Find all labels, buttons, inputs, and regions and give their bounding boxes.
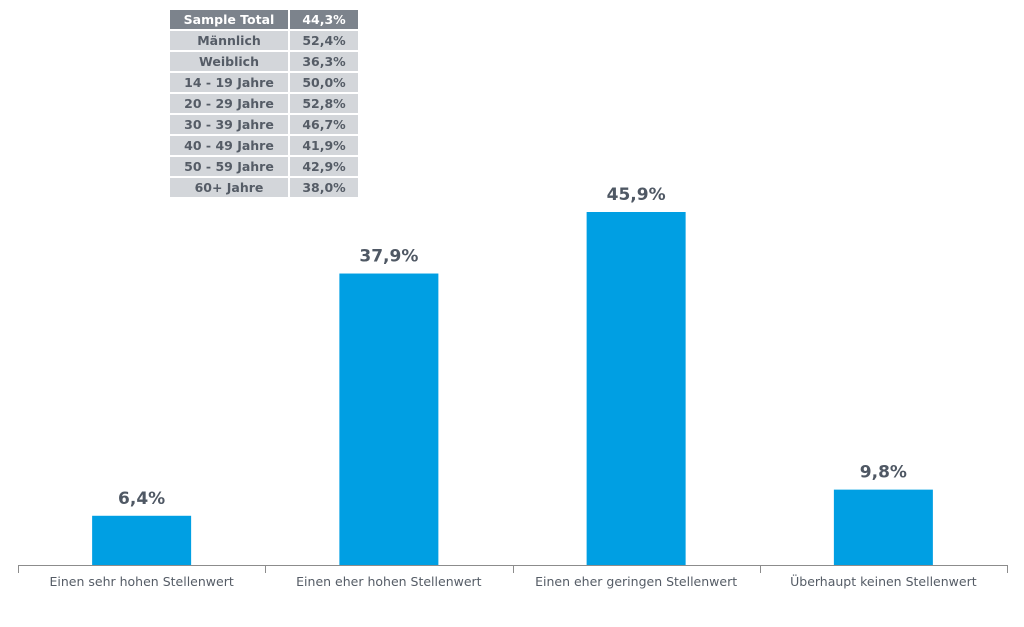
bar-value-label: 45,9% [607, 185, 666, 205]
category-label: Einen eher hohen Stellenwert [296, 574, 482, 589]
table-row: 50 - 59 Jahre 42,9% [170, 157, 358, 176]
table-row-value: 36,3% [290, 52, 358, 71]
bar-value-label: 37,9% [359, 247, 418, 267]
table-row-label: 40 - 49 Jahre [170, 136, 288, 155]
table-row: 30 - 39 Jahre 46,7% [170, 115, 358, 134]
bar-value-label: 6,4% [118, 489, 165, 509]
table-row-label: Weiblich [170, 52, 288, 71]
table-row-label: 20 - 29 Jahre [170, 94, 288, 113]
table-row-value: 41,9% [290, 136, 358, 155]
table-row-value: 38,0% [290, 178, 358, 197]
table-row: 14 - 19 Jahre 50,0% [170, 73, 358, 92]
table-header-row: Sample Total 44,3% [170, 10, 358, 29]
bar [92, 515, 192, 565]
table-row: 40 - 49 Jahre 41,9% [170, 136, 358, 155]
bar-value-label: 9,8% [860, 463, 907, 483]
table-row-value: 52,4% [290, 31, 358, 50]
bar [339, 273, 439, 565]
bar [586, 212, 686, 565]
subgroup-summary-table: Sample Total 44,3% Männlich 52,4% Weibli… [168, 8, 360, 199]
table-header-label: Sample Total [170, 10, 288, 29]
table-row: Weiblich 36,3% [170, 52, 358, 71]
table-row-label: Männlich [170, 31, 288, 50]
table-header-value: 44,3% [290, 10, 358, 29]
category-label: Einen eher geringen Stellenwert [535, 574, 737, 589]
category-label: Überhaupt keinen Stellenwert [790, 573, 977, 589]
table-row-value: 42,9% [290, 157, 358, 176]
table-row: Männlich 52,4% [170, 31, 358, 50]
table-row-value: 50,0% [290, 73, 358, 92]
table-row-value: 46,7% [290, 115, 358, 134]
table-row-label: 14 - 19 Jahre [170, 73, 288, 92]
table-row: 20 - 29 Jahre 52,8% [170, 94, 358, 113]
category-label: Einen sehr hohen Stellenwert [50, 574, 234, 589]
table-row-label: 60+ Jahre [170, 178, 288, 197]
subgroup-summary-table-body: Sample Total 44,3% Männlich 52,4% Weibli… [170, 10, 358, 197]
table-row-label: 50 - 59 Jahre [170, 157, 288, 176]
bar [833, 489, 933, 565]
table-row-label: 30 - 39 Jahre [170, 115, 288, 134]
table-row: 60+ Jahre 38,0% [170, 178, 358, 197]
table-row-value: 52,8% [290, 94, 358, 113]
